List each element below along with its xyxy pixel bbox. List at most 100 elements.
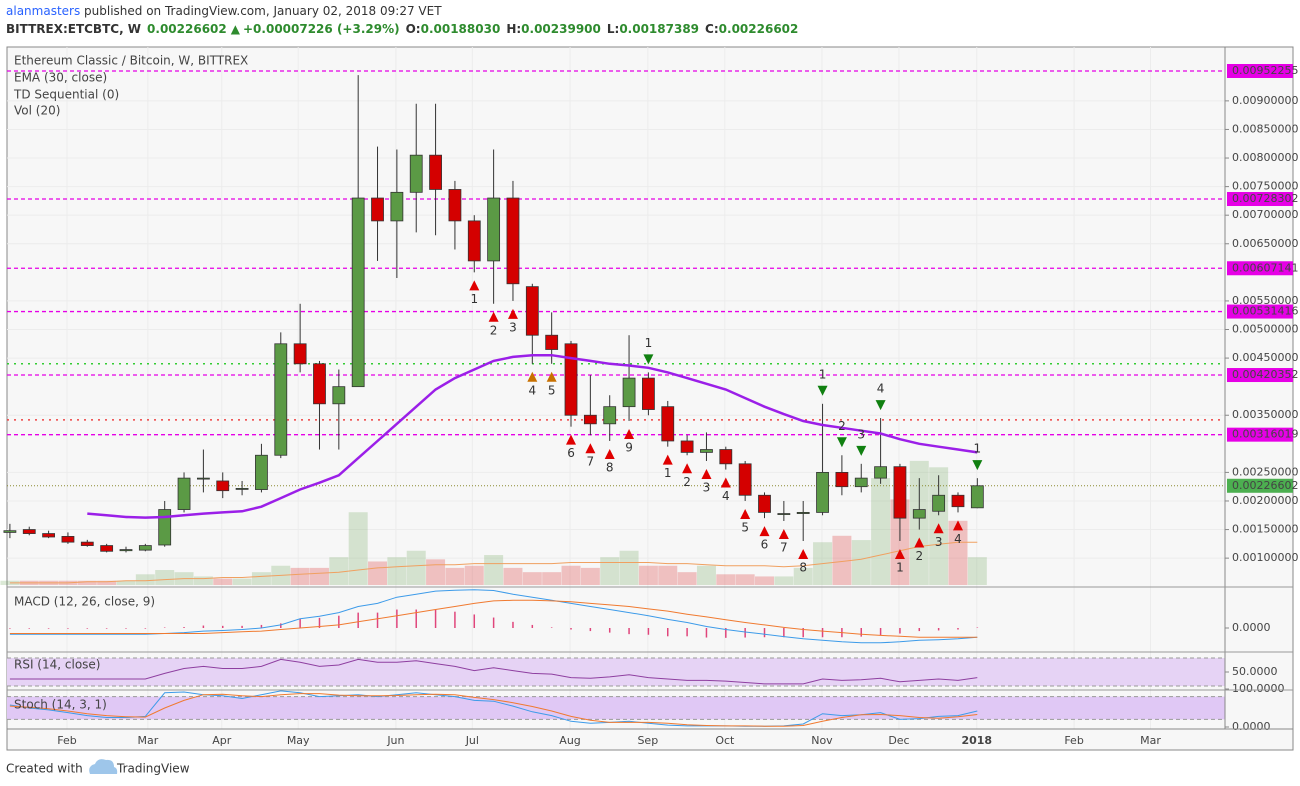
footer-brand[interactable]: TradingView: [116, 762, 190, 776]
candle-body: [893, 466, 907, 519]
level-label-box: [1227, 261, 1293, 276]
volume-bar: [580, 567, 600, 585]
candle-body: [564, 343, 578, 416]
td-triangle: [778, 528, 789, 539]
volume-bar: [406, 550, 426, 585]
td-label: 1: [470, 292, 478, 306]
volume-bar: [484, 555, 504, 585]
td-triangle: [798, 548, 809, 559]
rsi-line: [9, 658, 978, 685]
td-label: 3: [857, 427, 865, 441]
candle-body: [970, 485, 984, 509]
td-label: 2: [490, 323, 498, 337]
level-label-box: [1227, 427, 1293, 442]
level-label: 0.00607141: [1232, 261, 1298, 274]
td-label: 1: [974, 442, 982, 456]
td-label: 7: [587, 455, 595, 469]
volume-bar: [716, 574, 736, 585]
volume-bar: [522, 572, 542, 585]
rsi-band: [7, 658, 1225, 687]
level-label-box: [1227, 64, 1293, 79]
td-label: 5: [548, 383, 556, 397]
ohlc-value: 0.00187389: [619, 22, 699, 36]
candle-body: [332, 386, 346, 405]
volume-bar: [793, 567, 813, 585]
td-label: 9: [625, 440, 633, 454]
y-tick-label: 0.00800000: [1232, 151, 1298, 164]
volume-bar: [97, 580, 117, 585]
candle-body: [622, 377, 636, 408]
volume-bar: [619, 550, 639, 585]
volume-bar: [155, 570, 175, 585]
td-label: 3: [509, 320, 517, 334]
candle-body: [874, 466, 887, 479]
x-tick-label: Jun: [386, 734, 404, 747]
td-label: 1: [664, 466, 672, 480]
td-triangle: [759, 526, 770, 537]
y-tick-label: 0.00100000: [1232, 551, 1298, 564]
last-price-box: [1227, 478, 1293, 493]
volume-bar: [851, 540, 871, 585]
td-triangle: [566, 434, 577, 445]
volume-bar: [967, 557, 987, 585]
candle-body: [293, 343, 307, 365]
header-line2: BITTREX:ETCBTC, W 0.00226602 ▲ +0.00007226 …: [6, 22, 798, 36]
ohlc-key: O:: [406, 22, 421, 36]
y-tick-label: 0.00550000: [1232, 294, 1298, 307]
td-triangle: [875, 400, 886, 411]
td-label: 8: [606, 460, 614, 474]
td-triangle: [701, 468, 712, 479]
candle-body: [738, 463, 752, 496]
td-label: 1: [645, 336, 653, 350]
td-label: 5: [741, 520, 749, 534]
y-tick-label: 0.00700000: [1232, 208, 1298, 221]
x-tick-label: Aug: [559, 734, 580, 747]
volume-bar: [561, 565, 581, 585]
td-triangle: [546, 371, 557, 382]
td-triangle: [952, 520, 963, 531]
ohlc-value: 0.00239900: [521, 22, 601, 36]
volume-bar: [948, 520, 968, 585]
level-label: 0.00531416: [1232, 305, 1298, 318]
candle-body: [932, 494, 946, 512]
x-tick-label: Nov: [811, 734, 833, 747]
candle-body: [371, 197, 384, 222]
candle-body: [951, 494, 965, 508]
level-label: 0.00728302: [1232, 192, 1298, 205]
td-label: 2: [683, 475, 691, 489]
td-triangle: [894, 548, 905, 559]
td-label: 2: [838, 419, 846, 433]
stoch-d-line: [9, 693, 978, 727]
volume-bar: [774, 576, 794, 585]
td-triangle: [914, 537, 925, 548]
change-arrow: ▲: [231, 22, 241, 36]
y-tick-label: 0.00650000: [1232, 237, 1298, 250]
signal-line: [9, 599, 978, 638]
candle-body: [583, 414, 597, 425]
td-label: 8: [799, 560, 807, 574]
candle-body: [487, 197, 501, 262]
candle-body: [196, 477, 210, 480]
y-tick-label: 0.00250000: [1232, 465, 1298, 478]
level-label: 0.00952255: [1232, 64, 1298, 77]
x-tick-label: Feb: [1064, 734, 1083, 747]
candle-body: [680, 440, 694, 453]
chart-title: Ethereum Classic / Bitcoin, W, BITTREX: [14, 54, 248, 68]
y-tick-label: 0.0000: [1232, 621, 1271, 634]
x-tick-label: Oct: [715, 734, 735, 747]
candle-body: [235, 488, 249, 490]
td-triangle: [836, 437, 847, 448]
x-tick-label: Mar: [1140, 734, 1161, 747]
candle-body: [80, 541, 94, 546]
ohlc-value: 0.00226602: [719, 22, 799, 36]
td-triangle: [662, 454, 673, 465]
volume-bar: [832, 535, 852, 585]
volume-bar: [735, 574, 755, 585]
volume-bar: [193, 576, 213, 585]
y-tick-label: 100.0000: [1232, 682, 1285, 695]
candle-body: [390, 191, 404, 222]
ohlc-key: C:: [705, 22, 719, 36]
symbol: BITTREX:ETCBTC, W: [6, 22, 141, 36]
level-label-box: [1227, 304, 1293, 319]
